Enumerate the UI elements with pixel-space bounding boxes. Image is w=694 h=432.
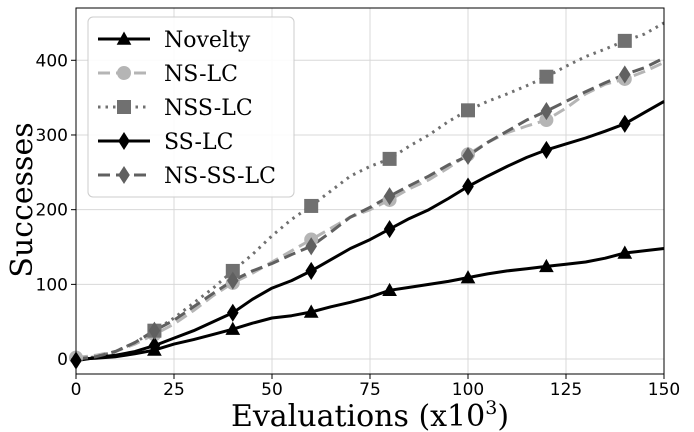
marker-ns-ss-lc	[148, 321, 161, 340]
y-tick-label: 200	[36, 201, 68, 221]
legend-label-ns-lc: NS-LC	[164, 62, 238, 87]
x-tick-label: 75	[359, 380, 381, 400]
marker-ns-ss-lc	[305, 237, 317, 256]
legend-marker-ss-lc	[118, 131, 130, 151]
y-axis-label: Successes	[5, 122, 40, 277]
marker-ss-lc	[227, 303, 239, 322]
marker-ss-lc	[383, 220, 396, 239]
marker-nss-lc	[382, 151, 397, 166]
marker-nss-lc	[539, 69, 554, 84]
series-line-ns-lc	[75, 61, 665, 360]
marker-novelty	[382, 282, 397, 297]
marker-novelty	[617, 245, 633, 259]
marker-ns-ss-lc	[383, 187, 396, 206]
marker-ss-lc	[305, 261, 317, 280]
legend-marker-novelty	[116, 31, 132, 45]
marker-ns-ss-lc	[227, 271, 239, 290]
x-tick-label: 0	[71, 380, 82, 400]
marker-nss-lc	[304, 198, 319, 213]
marker-ns-ss-lc	[462, 146, 474, 165]
x-axis-label-exponent: 3	[485, 397, 497, 419]
x-tick-label: 25	[163, 380, 185, 400]
legend-label-nss-lc: NSS-LC	[164, 96, 253, 121]
marker-ns-ss-lc	[619, 65, 631, 84]
marker-nss-lc	[617, 33, 632, 48]
marker-novelty	[539, 258, 554, 273]
legend-label-ns-ss-lc: NS-SS-LC	[164, 164, 276, 189]
marker-ss-lc	[148, 336, 161, 355]
y-tick-labels: 0 100 200 300 400	[36, 51, 68, 370]
y-tick-label: 0	[57, 350, 68, 370]
y-tick-label: 300	[36, 126, 68, 146]
legend-box	[87, 16, 295, 198]
marker-ss-lc	[540, 140, 553, 159]
legend-marker-ns-ss-lc	[118, 165, 130, 185]
y-tick-label: 400	[36, 51, 68, 71]
y-tick-label: 100	[36, 275, 68, 295]
x-axis-label-close: )	[497, 399, 509, 432]
tick-marks	[71, 59, 665, 379]
series-line-novelty	[75, 247, 665, 361]
x-tick-labels: 0 25 50 75 100 125 150	[71, 380, 681, 400]
series-lines	[75, 21, 665, 363]
x-axis-label: Evaluations (x103)	[231, 397, 509, 432]
legend: Novelty NS-LC NSS-LC SS-LC NS-SS-LC	[87, 16, 295, 198]
legend-marker-nss-lc	[117, 100, 131, 114]
marker-ss-lc	[619, 114, 631, 133]
marker-novelty	[303, 304, 319, 318]
legend-marker-ns-lc	[117, 66, 131, 80]
x-tick-label: 125	[550, 380, 582, 400]
x-tick-label: 100	[452, 380, 484, 400]
marker-novelty	[225, 321, 241, 335]
marker-novelty	[460, 270, 476, 284]
marker-ss-lc	[462, 177, 474, 196]
x-tick-label: 150	[648, 380, 680, 400]
x-tick-label: 50	[261, 380, 283, 400]
series-line-ss-lc	[75, 100, 665, 363]
marker-nss-lc	[461, 103, 475, 118]
series-line-ns-ss-lc	[75, 56, 665, 361]
marker-ns-ss-lc	[540, 102, 553, 121]
legend-label-ss-lc: SS-LC	[164, 130, 233, 155]
x-axis-label-main: Evaluations (x10	[231, 399, 485, 432]
legend-label-novelty: Novelty	[164, 28, 251, 53]
series-markers	[69, 33, 633, 370]
